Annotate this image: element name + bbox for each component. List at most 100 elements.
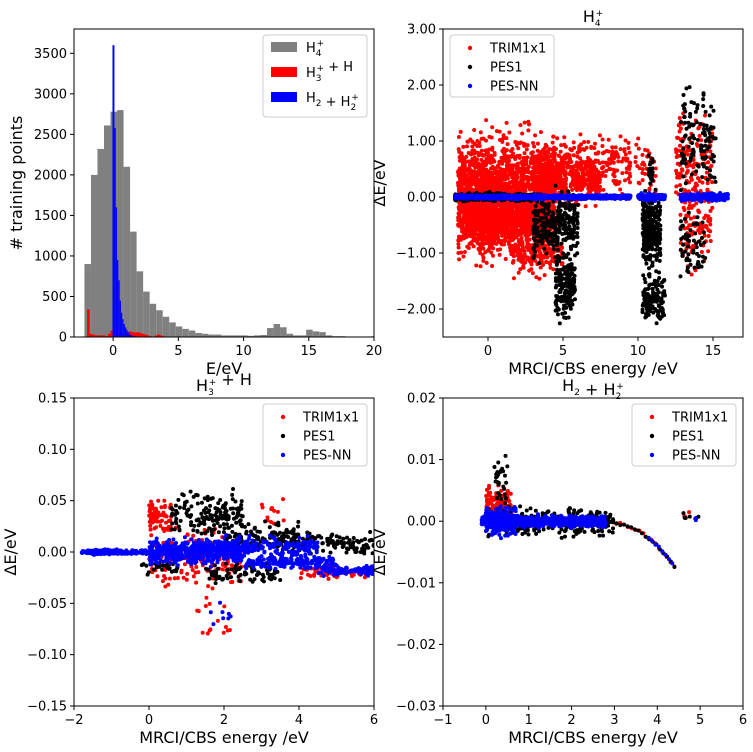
data-point (586, 183, 591, 188)
hist-bar-h4 (319, 332, 326, 337)
data-point (517, 155, 522, 160)
data-point (550, 164, 555, 169)
data-point (502, 176, 507, 181)
hist-bar-h4 (208, 334, 215, 337)
hist-bar-h2h2 (117, 260, 119, 337)
data-point (541, 220, 546, 225)
data-point (458, 129, 463, 134)
data-point (549, 217, 554, 222)
data-point (575, 161, 580, 166)
data-point (635, 164, 640, 169)
data-point (708, 239, 713, 244)
hist-bar-h3h (141, 333, 145, 337)
data-point (615, 168, 620, 173)
data-point (535, 148, 540, 153)
data-point (518, 212, 523, 217)
data-point (578, 182, 583, 187)
data-point (533, 204, 538, 209)
data-point (586, 139, 591, 144)
data-point (608, 167, 613, 172)
data-point (685, 169, 690, 174)
data-point (486, 210, 491, 215)
hist-bar-h4 (260, 334, 268, 337)
data-point (507, 218, 512, 223)
data-point (489, 233, 494, 238)
data-point (689, 272, 694, 277)
data-point (478, 264, 483, 269)
x-tick-label: 10 (235, 344, 252, 359)
data-point (623, 152, 628, 157)
data-point (523, 225, 528, 230)
data-point (470, 157, 475, 162)
data-point (545, 218, 550, 223)
data-point (697, 226, 702, 231)
data-point (553, 183, 558, 188)
data-point (606, 137, 611, 142)
data-point (530, 271, 535, 276)
data-point (494, 234, 499, 239)
data-point (563, 238, 568, 243)
data-point (555, 267, 560, 272)
data-point (531, 141, 536, 146)
data-point (522, 188, 527, 193)
data-point (485, 248, 490, 253)
data-point (693, 181, 698, 186)
data-point (467, 159, 472, 164)
data-point (480, 210, 485, 215)
data-point (624, 170, 629, 175)
y-tick-label: 3500 (34, 47, 67, 62)
data-point (610, 145, 615, 150)
data-point (512, 212, 517, 217)
data-point (479, 170, 484, 175)
data-point (514, 173, 519, 178)
data-point (465, 168, 470, 173)
data-point (456, 234, 461, 239)
data-point (522, 151, 527, 156)
data-point (558, 149, 563, 154)
data-point (522, 212, 527, 217)
hist-bar-h2h2 (130, 335, 133, 337)
data-point (677, 129, 682, 134)
data-point (688, 216, 693, 221)
data-point (593, 141, 598, 146)
data-point (546, 229, 551, 234)
data-point (545, 156, 550, 161)
data-point (514, 142, 519, 147)
data-point (640, 170, 645, 175)
data-point (593, 159, 598, 164)
data-point (575, 240, 580, 245)
data-point (497, 182, 502, 187)
data-point (464, 223, 469, 228)
data-point (550, 239, 555, 244)
data-point (587, 175, 592, 180)
data-point (560, 179, 565, 184)
data-point (478, 130, 483, 135)
data-point (526, 119, 531, 124)
data-point (612, 181, 617, 186)
data-point (546, 204, 551, 209)
hist-bar-h4 (299, 335, 307, 337)
data-point (517, 241, 522, 246)
data-point (502, 229, 507, 234)
data-point (474, 216, 479, 221)
data-point (477, 184, 482, 189)
data-point (510, 147, 515, 152)
hist-bar-h4 (214, 334, 222, 337)
data-point (510, 260, 515, 265)
data-point (544, 251, 549, 256)
data-point (599, 166, 604, 171)
data-point (555, 161, 560, 166)
data-point (483, 186, 488, 191)
data-point (572, 218, 577, 223)
data-point (568, 182, 573, 187)
data-point (705, 181, 710, 186)
axes-top-right: 0 5 10 15−2.00−1.000.001.002.003.00MRCI/CBS… (370, 7, 744, 378)
data-point (696, 209, 701, 214)
hist-bar-h4 (247, 335, 254, 337)
data-point (471, 238, 476, 243)
data-point (575, 150, 580, 155)
data-point (676, 123, 681, 128)
data-point (570, 187, 575, 192)
data-point (509, 243, 514, 248)
data-point (532, 144, 537, 149)
